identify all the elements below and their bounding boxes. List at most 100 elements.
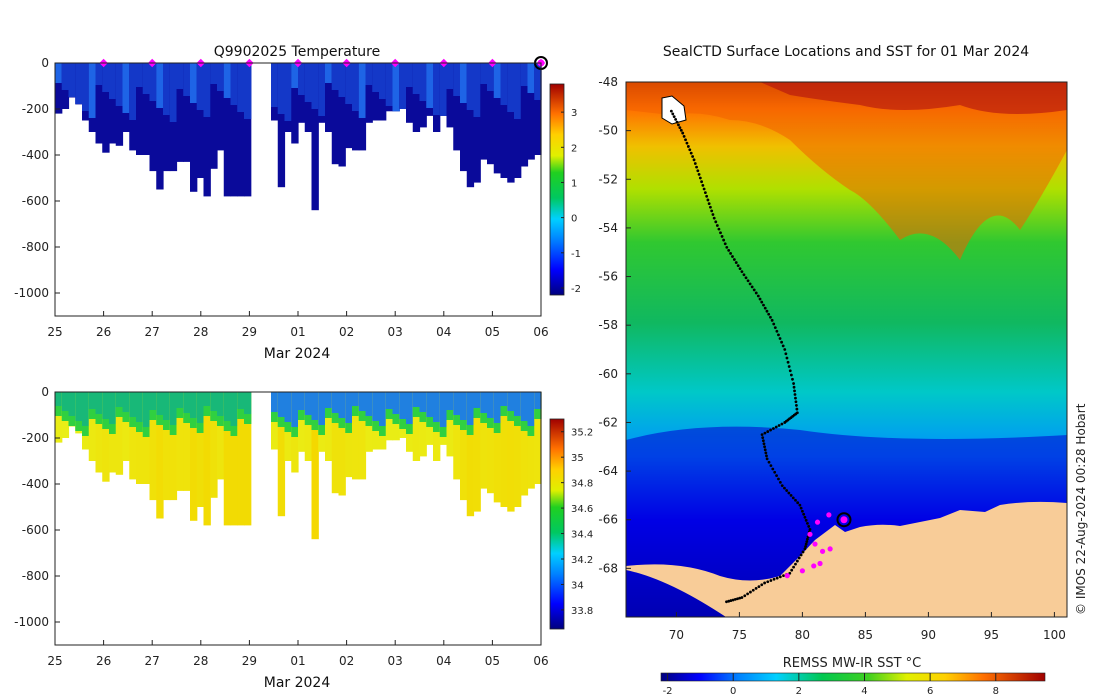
track-point: [701, 183, 705, 187]
salinity-profile-column: [142, 392, 151, 484]
temperature-surface-layer: [466, 63, 475, 110]
temperature-profile-column: [446, 63, 454, 128]
map-latitude-tick-label: -58: [598, 318, 618, 332]
salinity-halocline: [527, 426, 535, 436]
salinity-halocline: [203, 406, 211, 416]
sst-field: [626, 82, 1067, 617]
salinity-surface-layer: [136, 392, 144, 422]
salinity-halocline: [426, 417, 434, 427]
salinity-halocline: [338, 418, 346, 428]
salinity-halocline: [210, 411, 218, 421]
salinity-profile-column: [277, 392, 286, 517]
salinity-y-tick-label: -200: [22, 431, 49, 445]
track-point: [750, 285, 754, 289]
track-point: [723, 242, 727, 246]
temperature-y-tick-label: -800: [22, 240, 49, 254]
salinity-surface-layer: [507, 392, 515, 411]
track-point: [781, 344, 785, 348]
temperature-x-ticks: 25 26 27 28 29 01 02 03 04 05 06: [47, 311, 549, 339]
salinity-surface-layer: [230, 392, 238, 426]
temperature-surface-layer: [385, 63, 394, 106]
track-point: [788, 369, 792, 373]
track-point: [677, 123, 680, 127]
track-point: [780, 422, 784, 426]
salinity-surface-layer: [487, 392, 495, 418]
track-point: [799, 553, 803, 557]
track-point: [808, 528, 812, 531]
temperature-profile-column: [176, 63, 184, 162]
salinity-profile-column: [244, 392, 252, 526]
salinity-surface-layer: [493, 392, 502, 423]
salinity-profile-column: [196, 392, 205, 507]
salinity-y-tick-label: -400: [22, 477, 49, 491]
temperature-profile-column: [109, 63, 117, 144]
salinity-profile-column: [480, 392, 488, 489]
track-point: [778, 480, 782, 484]
salinity-surface-layer: [237, 392, 245, 409]
salinity-halocline: [406, 424, 414, 434]
salinity-halocline: [379, 426, 387, 436]
salinity-halocline: [244, 414, 252, 424]
salinity-profile-column: [419, 392, 427, 457]
track-point: [803, 547, 807, 551]
track-point: [767, 312, 771, 316]
temperature-surface-layer: [230, 63, 238, 105]
salinity-surface-layer: [203, 392, 211, 406]
temperature-profile-column: [217, 63, 225, 151]
track-point: [794, 396, 797, 400]
temperature-surface-layer: [156, 63, 164, 108]
track-point: [795, 407, 799, 411]
temperature-profile-column: [203, 63, 211, 197]
salinity-y-ticks: 0 -200 -400 -600 -800 -1000: [14, 385, 60, 629]
track-point: [763, 581, 766, 585]
salinity-profile-column: [55, 392, 63, 443]
track-point: [787, 365, 791, 368]
salinity-halocline: [453, 415, 461, 425]
track-point: [752, 288, 756, 292]
track-point: [804, 518, 808, 522]
track-point: [695, 165, 698, 169]
salinity-halocline: [291, 427, 299, 437]
track-point: [783, 348, 787, 351]
track-point: [806, 521, 809, 525]
salinity-x-tick-label: 28: [193, 654, 208, 668]
salinity-halocline: [433, 422, 441, 432]
temperature-surface-layer: [527, 63, 535, 93]
salinity-surface-layer: [426, 392, 434, 417]
temperature-surface-layer: [68, 63, 76, 97]
salinity-halocline: [311, 420, 319, 430]
temperature-profile-column: [527, 63, 535, 160]
map-latitude-tick-label: -60: [598, 367, 618, 381]
temperature-surface-layer: [406, 63, 414, 87]
current-location-point: [840, 516, 848, 524]
salinity-surface-layer: [277, 392, 286, 417]
track-point: [794, 498, 797, 502]
temperature-profile-column: [487, 63, 495, 165]
salinity-profile-column: [169, 392, 178, 501]
track-point: [714, 220, 718, 224]
temperature-surface-layer: [358, 63, 367, 118]
track-point: [702, 187, 706, 191]
temperature-surface-layer: [453, 63, 461, 96]
track-point: [686, 145, 690, 148]
track-point: [774, 425, 778, 429]
surface-location-point: [799, 568, 806, 574]
salinity-profile-column: [487, 392, 495, 494]
salinity-halocline: [412, 407, 421, 417]
salinity-surface-layer: [534, 392, 542, 409]
salinity-y-tick-label: -800: [22, 569, 49, 583]
salinity-surface-layer: [385, 392, 394, 409]
temperature-surface-layer: [61, 63, 70, 90]
track-point: [684, 138, 687, 142]
salinity-colorbar-tick-label: 34.4: [571, 530, 593, 541]
temperature-surface-layer: [217, 63, 225, 91]
temperature-profile-column: [183, 63, 191, 162]
temperature-surface-layer: [460, 63, 468, 103]
temperature-profile-column: [480, 63, 488, 160]
surface-location-point: [826, 512, 832, 518]
temperature-y-ticks: 0 -200 -400 -600 -800 -1000: [14, 56, 60, 300]
track-point: [758, 297, 762, 301]
temperature-y-tick-label: -400: [22, 148, 49, 162]
salinity-surface-layer: [500, 392, 508, 406]
temperature-profiles: [55, 63, 542, 211]
